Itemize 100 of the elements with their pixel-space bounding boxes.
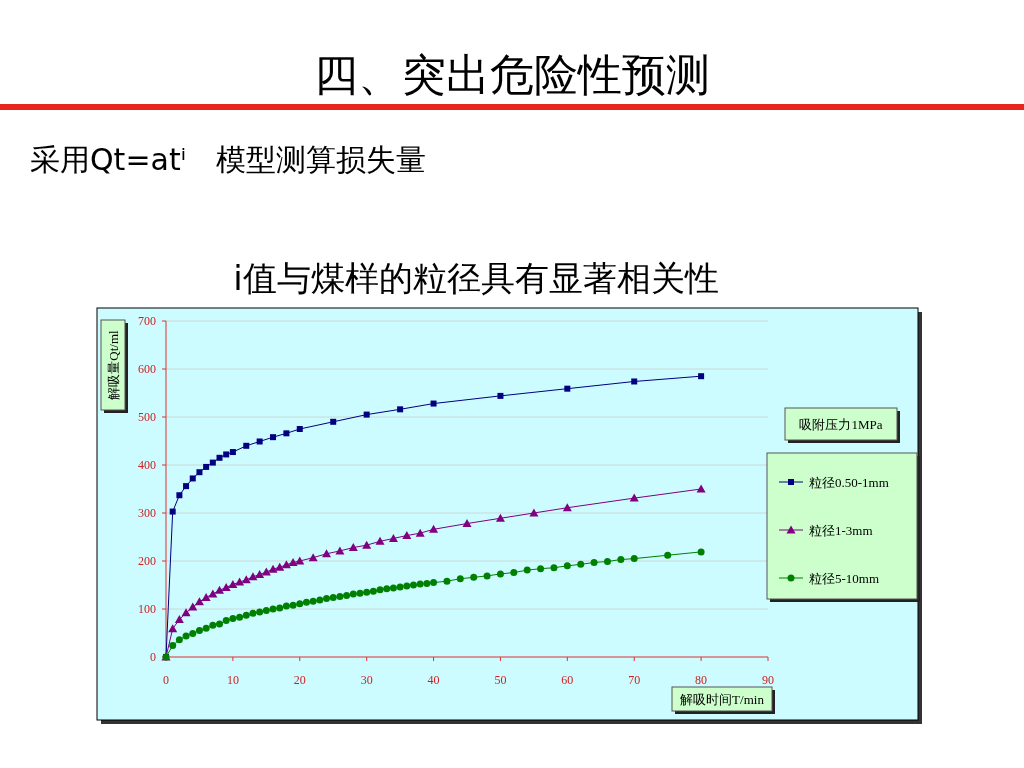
point [423, 580, 431, 588]
y-tick-label: 600 [138, 362, 156, 376]
point [403, 582, 411, 590]
point [470, 573, 478, 581]
point [369, 587, 377, 595]
x-tick-label: 30 [360, 673, 373, 687]
x-tick-label: 90 [762, 673, 774, 687]
point [396, 583, 404, 591]
point [275, 562, 285, 571]
point [176, 492, 183, 499]
point [590, 558, 598, 566]
point [283, 430, 290, 437]
point [349, 590, 357, 598]
point [343, 592, 351, 600]
point [483, 572, 491, 580]
point [375, 536, 385, 545]
x-tick-label: 10 [226, 673, 239, 687]
x-tick-label: 80 [695, 673, 708, 687]
point [282, 602, 290, 610]
y-tick-label: 400 [138, 458, 156, 472]
y-axis-title: 解吸量Qt/ml [106, 329, 121, 400]
x-tick-label: 50 [494, 673, 507, 687]
legend-label: 粒径0.50-1mm [809, 475, 889, 490]
point [228, 580, 238, 589]
point [388, 533, 398, 542]
point [182, 632, 190, 640]
point [268, 564, 278, 573]
point [363, 588, 371, 596]
point [209, 621, 217, 629]
point [249, 609, 257, 617]
point [362, 540, 372, 549]
y-tick-label: 0 [150, 650, 156, 664]
point [174, 615, 184, 624]
y-tick-label: 100 [138, 602, 156, 616]
x-tick-label: 0 [163, 673, 169, 687]
point [188, 602, 198, 611]
point [209, 459, 216, 466]
point [221, 582, 231, 591]
x-tick-label: 20 [293, 673, 306, 687]
legend-title: 吸附压力1MPa [799, 417, 883, 432]
point [208, 589, 218, 598]
point [356, 589, 364, 597]
point [416, 580, 424, 588]
point [443, 577, 451, 585]
point [175, 636, 183, 644]
point [276, 604, 284, 612]
point [168, 624, 178, 633]
point [235, 577, 245, 586]
x-tick-label: 40 [427, 673, 440, 687]
point [242, 611, 250, 619]
point [256, 608, 264, 616]
point [215, 585, 225, 594]
point [216, 620, 224, 628]
point [288, 557, 298, 566]
point [236, 613, 244, 621]
point [322, 549, 332, 558]
point [281, 560, 291, 569]
chart-title: 四、突出危险性预测 [314, 49, 710, 100]
point [330, 418, 337, 425]
point [229, 615, 237, 623]
point [302, 598, 310, 606]
point [537, 565, 545, 573]
point [409, 581, 417, 589]
point [309, 597, 317, 605]
point [497, 392, 504, 399]
point [564, 385, 571, 392]
point [229, 449, 236, 456]
point [631, 378, 638, 385]
point [243, 442, 250, 449]
point [181, 608, 191, 617]
point [415, 528, 425, 537]
point [430, 579, 438, 587]
point [189, 629, 197, 637]
y-tick-label: 700 [138, 314, 156, 328]
point [563, 562, 571, 570]
point [256, 438, 263, 445]
legend-label: 粒径1-3mm [809, 523, 873, 538]
point [550, 564, 558, 572]
point [697, 548, 705, 556]
point [363, 411, 370, 418]
point [262, 606, 270, 614]
point [308, 553, 318, 562]
point [323, 594, 331, 602]
point [169, 508, 176, 515]
point [241, 575, 251, 584]
point [270, 434, 277, 441]
point [296, 600, 304, 608]
point [329, 593, 337, 601]
point [202, 624, 210, 632]
point [203, 463, 210, 470]
point [194, 597, 204, 606]
x-tick-label: 70 [628, 673, 641, 687]
point [698, 373, 705, 380]
point [617, 556, 625, 564]
point [296, 426, 303, 432]
point [630, 555, 638, 563]
point [577, 560, 585, 568]
point [336, 593, 344, 601]
point [510, 569, 518, 577]
point [664, 551, 672, 559]
